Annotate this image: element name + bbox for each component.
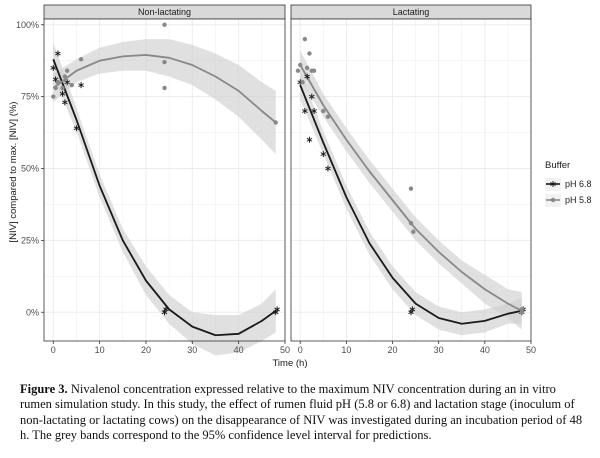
y-tick-label: 0% (26, 307, 39, 317)
x-tick-label: 40 (234, 345, 244, 355)
data-point-ph-5-8 (60, 85, 65, 91)
data-point-ph-6-8 (163, 306, 169, 313)
fit-line-ph-5-8 (299, 64, 523, 312)
y-tick-label: 75% (21, 92, 39, 102)
x-tick-label: 40 (480, 345, 490, 355)
x-tick-label: 10 (95, 345, 105, 355)
caption-text: Nivalenol concentration expressed relati… (20, 382, 583, 443)
x-tick-label: 50 (526, 345, 536, 355)
fit-line-ph-6-8 (299, 84, 522, 325)
legend-title: Buffer (545, 160, 570, 171)
data-point-ph-5-8 (304, 65, 310, 71)
data-point-ph-6-8 (304, 73, 311, 80)
data-point-ph-5-8 (53, 85, 58, 91)
data-point-ph-5-8 (408, 220, 414, 226)
data-point-ph-6-8 (64, 79, 71, 86)
fit-line-ph-6-8 (52, 58, 277, 337)
panel-non-lactating: Non-lactating 0 10 20 30 40 50 0% 25% 50% 75% 100% (16, 4, 290, 356)
data-point-ph-5-8 (325, 114, 331, 119)
legend-label: pH 5.8 (565, 195, 592, 205)
data-point-ph-5-8 (78, 57, 84, 62)
data-point-ph-5-8 (408, 186, 414, 191)
data-point-ph-5-8 (321, 108, 326, 114)
x-tick-label: 30 (434, 345, 444, 355)
data-point-ph-5-8 (51, 94, 56, 99)
data-point-ph-6-8 (306, 136, 313, 143)
faceted-scatter-chart: Non-lactating 0 10 20 30 40 50 0% 25% 50% 75% 100% L… (8, 4, 592, 369)
data-point-ph-5-8 (162, 22, 167, 27)
data-point-ph-5-8 (64, 68, 70, 73)
legend-label: pH 6.8 (565, 179, 592, 189)
data-point-ph-5-8 (411, 229, 416, 234)
legend-marker (550, 182, 556, 186)
data-point-ph-6-8 (73, 125, 80, 132)
data-point-ph-6-8 (50, 64, 57, 71)
y-tick-label: 25% (21, 235, 39, 245)
figure-caption: Figure 3. Nivalenol concentration expres… (20, 382, 588, 444)
legend: Buffer pH 6.8 pH 5.8 (545, 160, 592, 207)
data-point-ph-6-8 (59, 90, 66, 97)
confidence-band-ph-5-8 (53, 39, 276, 155)
data-point-ph-6-8 (311, 108, 317, 114)
data-point-ph-6-8 (301, 108, 308, 114)
panel-border (290, 18, 532, 342)
x-tick-label: 30 (187, 345, 197, 355)
caption-label: Figure 3. (20, 382, 68, 396)
x-tick-label: 20 (141, 345, 151, 355)
data-point-ph-6-8 (55, 50, 61, 57)
y-axis-label: [NIV] compared to max. [NIV] (%) (8, 102, 19, 243)
facet-label: Lactating (393, 7, 430, 17)
legend-item-ph-5-8: pH 5.8 (545, 194, 592, 207)
data-point-ph-5-8 (55, 80, 61, 85)
fit-line-ph-5-8 (52, 54, 277, 124)
data-point-ph-6-8 (308, 93, 315, 100)
data-point-ph-5-8 (300, 80, 305, 85)
x-tick-label: 10 (341, 345, 351, 355)
panel-lactating: Lactating 0 10 20 30 40 50 (290, 4, 536, 355)
data-point-ph-5-8 (302, 36, 308, 42)
legend-marker (550, 197, 556, 203)
data-point-ph-5-8 (162, 59, 167, 65)
x-tick-label: 0 (298, 345, 303, 355)
data-point-ph-5-8 (69, 82, 75, 88)
y-tick-label: 100% (16, 20, 39, 30)
data-point-ph-5-8 (273, 120, 278, 125)
data-point-ph-5-8 (298, 62, 303, 68)
legend-item-ph-6-8: pH 6.8 (545, 178, 592, 191)
data-point-ph-6-8 (274, 306, 280, 313)
data-point-ph-5-8 (162, 85, 167, 91)
y-tick-label: 50% (21, 164, 39, 174)
data-point-ph-5-8 (295, 68, 301, 73)
data-point-ph-5-8 (519, 307, 524, 312)
data-point-ph-6-8 (78, 82, 84, 89)
data-point-ph-6-8 (409, 306, 416, 313)
x-tick-label: 0 (51, 345, 56, 355)
x-tick-label: 20 (388, 345, 398, 355)
facet-label: Non-lactating (138, 7, 191, 17)
x-axis-label: Time (h) (272, 358, 307, 369)
data-point-ph-6-8 (320, 151, 327, 158)
data-point-ph-5-8 (62, 74, 68, 79)
data-point-ph-5-8 (307, 51, 312, 56)
data-point-ph-5-8 (311, 68, 317, 73)
confidence-band-ph-6-8 (53, 42, 276, 356)
data-point-ph-6-8 (62, 99, 68, 106)
panel-border (43, 18, 286, 342)
confidence-band-ph-5-8 (300, 50, 522, 330)
x-tick-label: 50 (280, 345, 290, 355)
data-point-ph-6-8 (325, 165, 331, 172)
